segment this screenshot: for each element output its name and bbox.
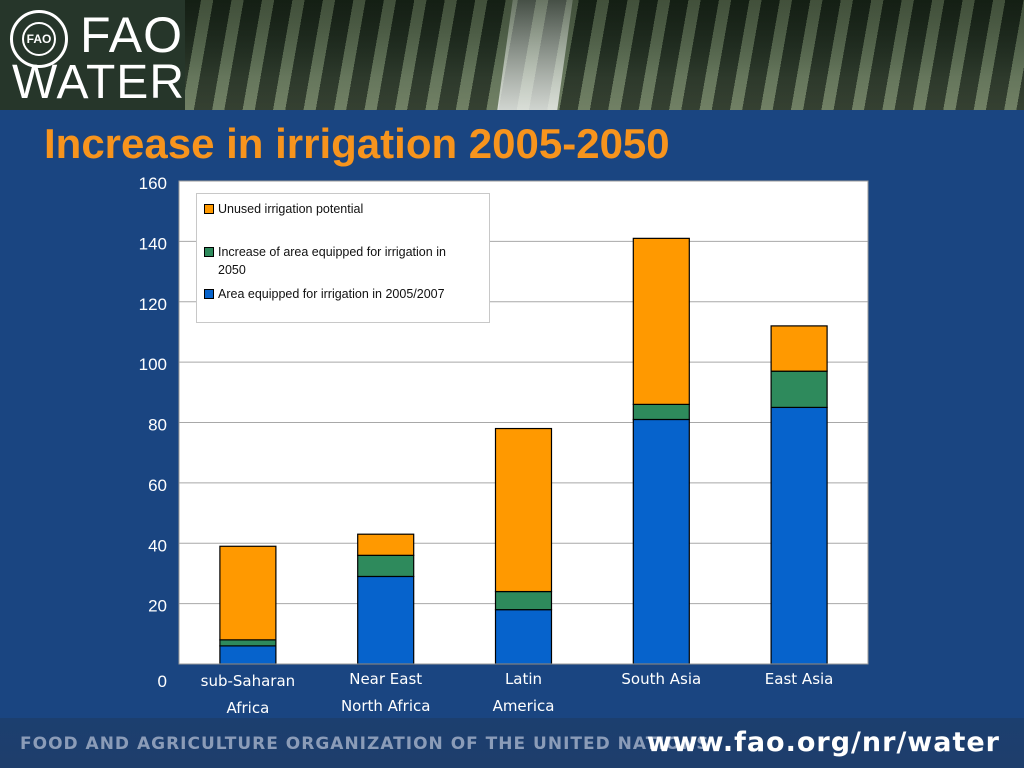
bar-segment-4-1 — [770, 370, 828, 409]
x-tick-label: South Asia — [621, 670, 701, 688]
y-axis-tick-labels: 0 20 40 60 80 100 120 140 160 — [139, 174, 167, 691]
legend-swatch-unused — [204, 204, 214, 214]
legend-label-increase: Increase of area equipped for irrigation… — [218, 245, 446, 277]
y-tick-label: 140 — [139, 234, 167, 253]
bar-segment-1-1 — [357, 554, 415, 578]
x-tick-label: Near East — [349, 670, 422, 688]
legend-label-unused: Unused irrigation potential — [218, 202, 364, 216]
bar-segment-2-1 — [494, 590, 553, 611]
x-tick-label: Latin — [505, 670, 542, 688]
y-tick-label: 20 — [148, 597, 167, 616]
bar-segment-3-0 — [632, 418, 690, 665]
fao-water-logo: FAO FAO WATER — [0, 0, 185, 110]
legend-label-equipped: Area equipped for irrigation in 2005/200… — [218, 287, 445, 301]
y-tick-label: 160 — [139, 174, 167, 193]
x-tick-label: America — [493, 697, 555, 715]
bar-segment-2-2 — [494, 427, 553, 593]
bar-segment-0-2 — [219, 545, 277, 641]
y-tick-label: 40 — [148, 536, 167, 555]
bars — [219, 237, 828, 665]
x-tick-label: North Africa — [341, 697, 431, 715]
footer-url[interactable]: www.fao.org/nr/water — [646, 727, 1000, 758]
y-tick-label: 120 — [139, 295, 167, 314]
bar-segment-0-0 — [219, 645, 277, 665]
bar-segment-2-0 — [494, 609, 553, 665]
legend-item-increase: Increase of area equipped for irrigation… — [204, 243, 474, 279]
legend-item-equipped: Area equipped for irrigation in 2005/200… — [204, 285, 474, 303]
footer-organization: FOOD AND AGRICULTURE ORGANIZATION OF THE… — [20, 734, 710, 754]
y-tick-label: 100 — [139, 355, 167, 374]
y-tick-label: 60 — [148, 476, 167, 495]
legend-item-unused: Unused irrigation potential — [204, 200, 474, 218]
x-tick-label: Africa — [227, 699, 270, 717]
chart-legend: Unused irrigation potential Increase of … — [196, 193, 490, 323]
header-banner: FAO FAO WATER — [0, 0, 1024, 110]
bar-segment-4-2 — [770, 325, 828, 372]
bar-segment-3-1 — [632, 403, 690, 421]
slide-title: Increase in irrigation 2005-2050 — [44, 120, 670, 167]
bar-segment-4-0 — [770, 406, 828, 665]
fao-emblem-inner: FAO — [22, 22, 56, 56]
bar-segment-1-2 — [357, 533, 415, 556]
x-tick-label: East Asia — [765, 670, 834, 688]
y-tick-label: 0 — [158, 672, 167, 691]
legend-swatch-equipped — [204, 289, 214, 299]
fao-emblem-icon: FAO — [10, 10, 68, 68]
legend-swatch-increase — [204, 247, 214, 257]
bar-segment-3-2 — [632, 237, 690, 405]
x-axis-tick-labels: sub-Saharan Africa Near East North Africa La… — [201, 670, 834, 717]
x-tick-label: sub-Saharan — [201, 672, 296, 690]
plot-border — [178, 180, 869, 665]
bar-segment-1-0 — [357, 575, 415, 665]
logo-fao-text: FAO — [80, 7, 184, 63]
footer-bar: FOOD AND AGRICULTURE ORGANIZATION OF THE… — [0, 718, 1024, 768]
bar-segment-0-1 — [219, 639, 277, 647]
y-tick-label: 80 — [148, 416, 167, 435]
logo-water-text: WATER — [12, 56, 185, 109]
